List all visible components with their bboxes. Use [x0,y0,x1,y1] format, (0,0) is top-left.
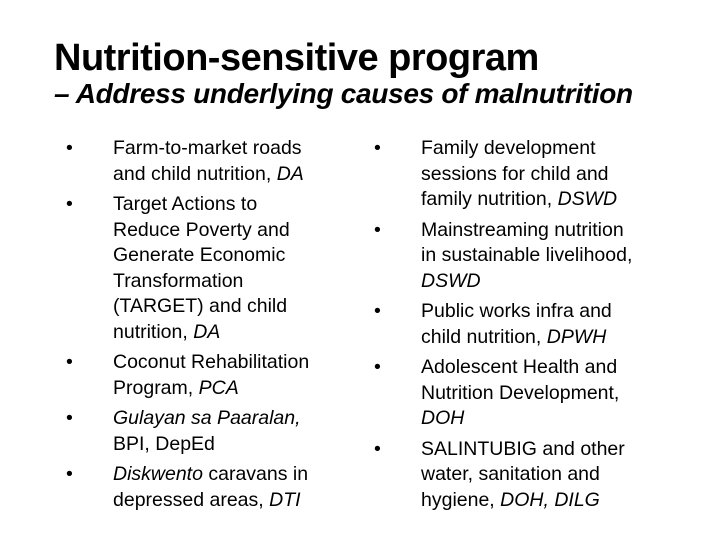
bullet-item: • Mainstreaming nutrition in sustainable … [374,218,694,295]
bullet-column-left: • Farm-to-market roads and child nutritio… [66,136,356,513]
bullet-column-right: • Family development sessions for child a… [374,136,694,513]
bullet-item: • Gulayan sa Paaralan, BPI, DepEd [66,406,356,457]
bullet-text: Farm-to-market roads and child nutrition… [113,137,304,185]
bullet-icon: • [374,437,381,460]
bullet-text: Target Actions to Reduce Poverty and Gen… [113,193,290,343]
bullet-text: Public works infra and child nutrition, … [421,300,612,348]
bullet-item: • Farm-to-market roads and child nutritio… [66,136,356,187]
bullet-text: Adolescent Health and Nutrition Developm… [421,356,620,429]
bullet-item: • Coconut Rehabilitation Program, PCA [66,350,356,401]
bullet-item: • Adolescent Health and Nutrition Develop… [374,355,694,432]
slide-title: Nutrition-sensitive program [54,37,539,79]
bullet-icon: • [66,137,73,159]
bullet-icon: • [374,300,381,322]
bullet-item: • Public works infra and child nutrition,… [374,299,694,350]
bullet-icon: • [66,193,73,215]
bullet-icon: • [66,351,73,373]
bullet-icon: • [66,407,73,429]
bullet-icon: • [374,218,381,241]
bullet-text: Diskwento caravans in depressed areas, D… [113,463,309,511]
bullet-icon: • [374,356,381,378]
bullet-item: • Diskwento caravans in depressed areas, … [66,462,356,513]
bullet-text: Mainstreaming nutrition in sustainable l… [421,218,633,292]
bullet-item: • Target Actions to Reduce Poverty and Ge… [66,192,356,345]
bullet-text: SALINTUBIG and other water, sanitation a… [421,437,625,511]
slide-subtitle: – Address underlying causes of malnutrit… [54,78,633,109]
bullet-text: Gulayan sa Paaralan, BPI, DepEd [113,407,301,455]
bullet-icon: • [66,463,73,485]
bullet-text: Family development sessions for child an… [421,137,618,210]
bullet-item: • Family development sessions for child a… [374,136,694,213]
bullet-item: • SALINTUBIG and other water, sanitation … [374,437,694,514]
bullet-icon: • [374,137,381,159]
bullet-text: Coconut Rehabilitation Program, PCA [113,351,310,399]
slide-header: Nutrition-sensitive program – Address un… [54,38,700,110]
